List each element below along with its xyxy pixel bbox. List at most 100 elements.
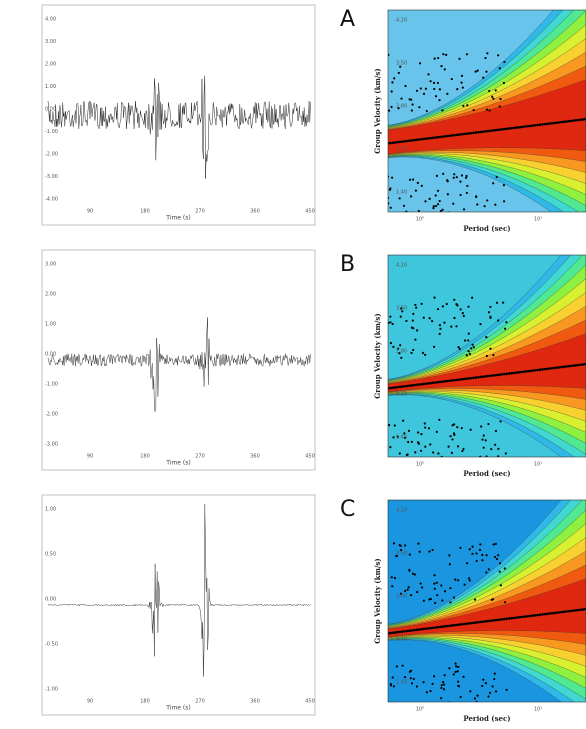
x-tick-label: 270 — [195, 209, 205, 215]
scatter-dot — [421, 351, 425, 355]
panel-letter: A — [340, 7, 355, 32]
dispersion-dot — [491, 374, 494, 377]
scatter-dot — [436, 222, 438, 224]
x-tick-label: 10⁰ — [416, 217, 424, 223]
scatter-dot — [409, 462, 411, 464]
y-tick-label: -2.00 — [45, 152, 58, 158]
scatter-dot — [473, 214, 475, 216]
scatter-dot — [405, 231, 407, 233]
scatter-dot — [473, 214, 475, 216]
dispersion-dot — [434, 136, 437, 139]
scatter-dot — [416, 590, 419, 594]
scatter-dot — [459, 193, 462, 197]
scatter-dot — [494, 429, 498, 433]
scatter-dot — [491, 705, 493, 707]
scatter-dot — [419, 87, 422, 90]
dispersion-dot — [436, 625, 440, 629]
scatter-dot — [418, 722, 420, 724]
scatter-dot — [468, 548, 471, 551]
scatter-dot — [437, 452, 440, 455]
dispersion-dot — [581, 608, 585, 611]
scatter-dot — [489, 305, 492, 309]
scatter-dot — [390, 90, 393, 93]
scatter-dot — [410, 682, 414, 685]
scatter-dot — [419, 582, 422, 585]
dispersion-dot — [476, 130, 480, 134]
scatter-dot — [465, 354, 468, 357]
dispersion-dot — [543, 612, 547, 616]
dispersion-dot — [495, 128, 499, 132]
dispersion-dot — [583, 117, 586, 121]
scatter-dot — [498, 105, 501, 108]
dispersion-dot — [505, 372, 509, 376]
y-tick-label: 2.10 — [396, 392, 407, 398]
scatter-dot — [475, 460, 477, 462]
scatter-dot — [391, 81, 394, 84]
scatter-dot — [453, 423, 456, 426]
dispersion-dot — [479, 375, 482, 379]
scatter-dot — [485, 108, 489, 111]
scatter-dot — [497, 319, 500, 322]
scatter-dot — [490, 447, 493, 451]
scatter-dot — [465, 174, 468, 178]
scatter-dot — [439, 209, 443, 212]
scatter-dot — [452, 176, 455, 179]
scatter-dot — [469, 690, 472, 693]
scatter-dot — [422, 681, 425, 684]
scatter-dot — [440, 455, 443, 457]
scatter-dot — [491, 457, 493, 459]
scatter-dot — [409, 594, 413, 597]
scatter-dot — [498, 570, 501, 573]
scatter-dot — [460, 426, 463, 430]
y-tick-label: 2.00 — [45, 62, 56, 68]
scatter-dot — [499, 420, 502, 423]
scatter-dot — [411, 572, 415, 575]
scatter-dot — [408, 568, 411, 571]
dispersion-dot — [403, 139, 406, 143]
scatter-dot — [432, 451, 435, 454]
scatter-dot — [492, 97, 495, 100]
scatter-dot — [452, 202, 455, 205]
dispersion-dot — [422, 137, 425, 141]
scatter-dot — [436, 189, 440, 192]
dispersion-dot — [548, 122, 551, 125]
scatter-dot — [403, 432, 406, 435]
y-tick-label: 2.80 — [396, 104, 407, 110]
dispersion-dot — [393, 386, 397, 389]
dispersion-dot — [517, 371, 520, 374]
x-tick-label: 10⁰ — [416, 707, 424, 713]
scatter-dot — [503, 60, 506, 64]
scatter-dot — [418, 550, 421, 553]
scatter-dot — [470, 347, 473, 350]
scatter-dot — [420, 302, 423, 305]
x-tick-label: 270 — [195, 699, 205, 705]
scatter-dot — [467, 339, 470, 342]
scatter-dot — [433, 587, 436, 590]
x-tick-label: 90 — [87, 699, 93, 705]
scatter-dot — [411, 178, 415, 181]
scatter-dot — [420, 433, 423, 436]
scatter-dot — [388, 109, 391, 112]
scatter-dot — [402, 419, 405, 422]
y-tick-label: 1.40 — [396, 435, 407, 441]
dispersion-dot — [529, 124, 532, 128]
dispersion-dot — [396, 630, 399, 634]
dispersion-dot — [507, 127, 511, 130]
dispersion-dot — [484, 620, 487, 623]
scatter-dot — [497, 54, 500, 57]
scatter-dot — [436, 594, 439, 597]
y-tick-label: -2.00 — [45, 412, 58, 418]
scatter-dot — [456, 445, 460, 448]
y-tick-label: 0.00 — [45, 352, 56, 358]
scatter-dot — [494, 690, 498, 693]
scatter-dot — [486, 52, 489, 55]
dispersion-dot — [557, 611, 561, 614]
dispersion-dot — [441, 135, 444, 138]
scatter-dot — [437, 232, 439, 234]
scatter-dot — [443, 321, 446, 324]
scatter-dot — [457, 346, 460, 349]
scatter-dot — [468, 352, 471, 356]
scatter-dot — [457, 665, 460, 669]
scatter-dot — [439, 697, 443, 700]
scatter-dot — [397, 717, 399, 719]
